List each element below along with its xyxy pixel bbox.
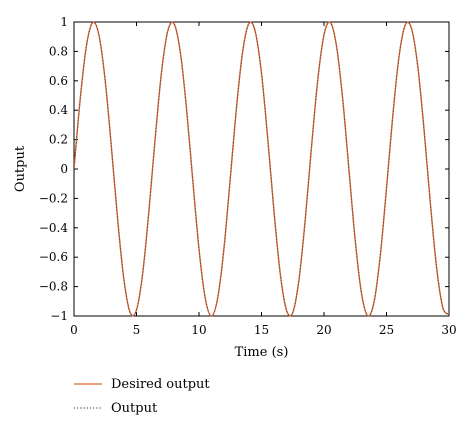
x-tick-label: 30 bbox=[441, 323, 456, 337]
x-tick-label: 10 bbox=[191, 323, 206, 337]
x-tick-label: 15 bbox=[254, 323, 269, 337]
y-axis-ticks: 1 0.8 0.6 0.4 0.2 0 −0.2 −0.4 −0.6 −0.8 −1 bbox=[39, 15, 449, 323]
x-axis-label: Time (s) bbox=[235, 345, 289, 360]
y-tick-label: −0.6 bbox=[39, 250, 68, 264]
x-tick-label: 0 bbox=[70, 323, 78, 337]
x-tick-label: 20 bbox=[316, 323, 331, 337]
series-line-output bbox=[74, 21, 449, 317]
y-tick-label: −1 bbox=[50, 309, 68, 323]
legend-label-desired-output: Desired output bbox=[111, 377, 210, 392]
series-group bbox=[74, 21, 449, 317]
y-tick-label: 0.8 bbox=[49, 44, 68, 58]
series-line-desired-output bbox=[74, 21, 449, 317]
x-tick-label: 25 bbox=[379, 323, 394, 337]
y-tick-label: −0.4 bbox=[39, 221, 69, 235]
y-tick-label: 0 bbox=[60, 162, 68, 176]
legend: Desired output Output bbox=[74, 377, 210, 416]
legend-label-output: Output bbox=[111, 401, 158, 416]
y-tick-label: −0.8 bbox=[39, 280, 68, 294]
x-tick-label: 5 bbox=[133, 323, 141, 337]
y-tick-label: 0.2 bbox=[49, 133, 68, 147]
plot-frame bbox=[73, 21, 450, 317]
y-tick-label: 0.4 bbox=[49, 103, 68, 117]
y-tick-label: 1 bbox=[60, 15, 68, 29]
y-tick-label: −0.2 bbox=[39, 191, 68, 205]
x-axis-ticks: 0 5 10 15 20 25 30 bbox=[70, 22, 457, 337]
y-tick-label: 0.6 bbox=[49, 74, 68, 88]
y-axis-label: Output bbox=[13, 145, 28, 192]
